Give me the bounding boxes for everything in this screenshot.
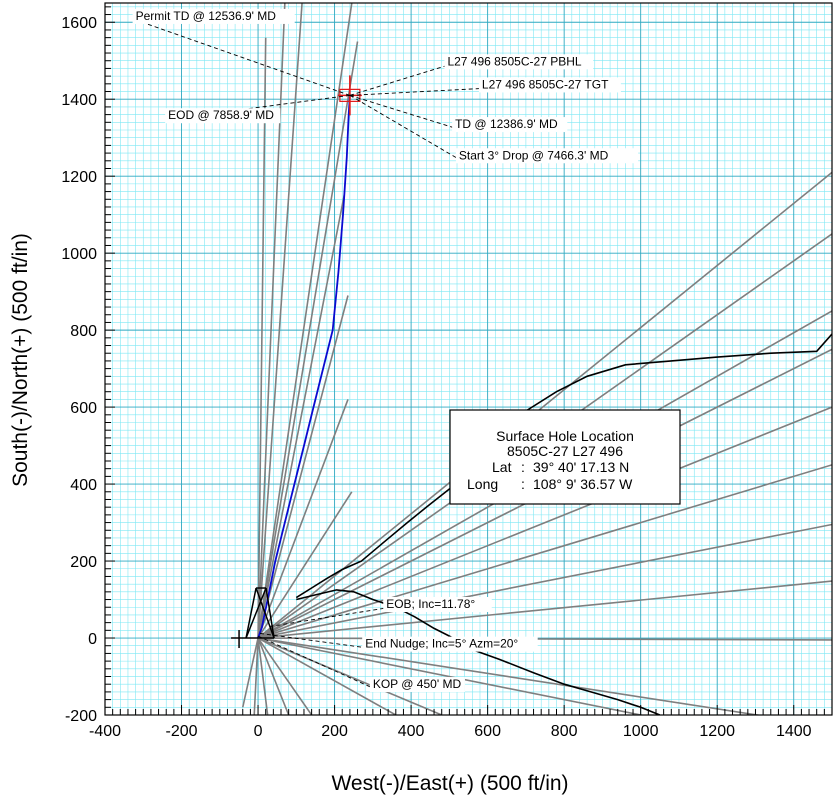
offset-well-line [241,637,259,708]
annotation-leader [349,94,460,160]
y-tick-label: 400 [70,477,97,494]
annotation-bg [362,636,538,652]
info-long-label: Long [467,476,498,492]
annotation-bg [452,117,568,133]
planned-well-path [257,95,351,639]
y-tick-label: 800 [70,323,97,340]
offset-well-line [257,637,645,715]
offset-well-line [257,464,832,639]
annotation-label: L27 496 8505C-27 TGT [482,77,609,91]
offset-well-line [257,171,832,639]
annotation-label: EOD @ 7858.9' MD [168,108,274,122]
info-well: 8505C-27 L27 496 [507,443,623,459]
annotation-label: KOP @ 450' MD [373,677,462,691]
offset-well-line [257,637,763,715]
annotation-label: EOB; Inc=11.78° [386,597,475,611]
axis-ticks: -400 -200 0 200 400 600 800 1000 1200 1400-200020… [61,6,833,740]
annotation-leader [168,94,350,120]
target-box [339,88,361,102]
y-tick-label: -200 [65,708,97,725]
annotation-bg [369,677,465,693]
annotation-label: End Nudge; Inc=5° Azm=20° [365,637,518,651]
rig-line [245,587,257,639]
offset-well-line [257,637,290,715]
x-tick-label: 400 [398,723,425,740]
rig-line [265,587,275,639]
x-axis-title: West(-)/East(+) (500 ft/in) [331,772,568,795]
annotation-leader [349,94,456,129]
offset-well-line [257,637,269,715]
annotation-bg [478,77,621,93]
y-tick-label: 1200 [61,169,97,186]
surface-hole-info: Surface Hole Location 8505C-27 L27 496 L… [449,409,681,505]
info-lat-value: 39° 40' 17.13 N [533,459,629,475]
offset-well-line [257,3,353,639]
annotation-bg [132,8,295,24]
y-tick-label: 0 [88,631,97,648]
x-tick-label: 1400 [776,723,812,740]
y-tick-label: 200 [70,554,97,571]
annotation-leader [135,19,351,96]
plot-border [104,2,833,716]
offset-well-line [257,491,353,639]
rig-symbol [231,587,275,649]
annotation-bg [165,108,281,124]
offset-well-line [257,637,397,715]
annotation-leader [257,635,374,689]
x-tick-label: 1200 [699,723,735,740]
rig-line [245,587,267,639]
info-title: Surface Hole Location [496,428,634,444]
x-tick-label: -200 [166,723,198,740]
annotation-bg [455,148,639,164]
x-tick-label: 200 [321,723,348,740]
y-tick-label: 1000 [61,246,97,263]
annotation-leader [259,632,366,649]
y-tick-label: 600 [70,400,97,417]
x-tick-label: 600 [474,723,501,740]
info-long-value: 108° 9' 36.57 W [533,476,633,492]
offset-well-line [257,295,349,639]
annotation-leader [349,64,448,96]
offset-well-line [257,580,832,639]
offset-well-line [257,41,359,639]
x-tick-label: 800 [551,723,578,740]
x-tick-label: 1000 [623,723,659,740]
y-tick-label: 1400 [61,92,97,109]
annotation-bg [383,597,492,613]
annotation-label: Start 3° Drop @ 7466.3' MD [459,148,609,162]
rig-line [255,587,275,639]
black-well-lower-path [296,589,661,715]
info-lat-label: Lat [492,459,512,475]
offset-well-line [258,637,832,641]
info-lat-colon: : [521,459,525,475]
offset-well-line [257,37,267,639]
offset-well-line [257,637,313,715]
y-tick-label: 1600 [61,15,97,32]
offset-well-line [257,3,286,639]
annotation-bg [444,54,594,70]
annotation-label: TD @ 12386.9' MD [455,117,558,131]
offset-well-line [253,637,259,715]
offset-well-line [257,406,832,639]
y-axis-title: South(-)/North(+) (500 ft/in) [9,233,32,487]
annotation-leader [269,607,387,627]
info-long-colon: : [521,476,525,492]
x-tick-label: 0 [254,723,263,740]
annotation-label: Permit TD @ 12536.9' MD [136,9,277,23]
offset-well-line [257,399,349,639]
plot-frame [104,2,833,716]
annotation-leader [349,87,482,96]
info-box [449,409,681,505]
offset-well-line [257,3,303,639]
offset-well-line [257,523,832,639]
offset-well-line [257,637,443,715]
x-tick-label: -400 [89,723,121,740]
offset-well-line [257,195,345,639]
annotations: Permit TD @ 12536.9' MD L27 496 8505C-27 … [132,8,639,693]
annotation-label: L27 496 8505C-27 PBHL [447,54,581,68]
